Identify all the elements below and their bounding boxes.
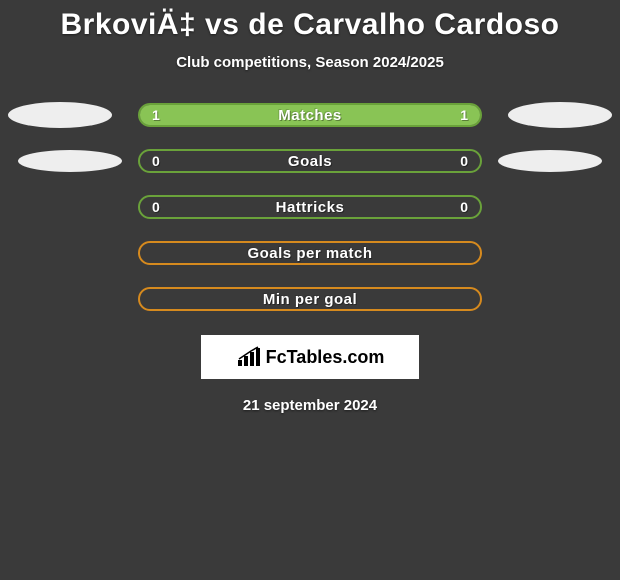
stat-rows: 1 Matches 1 0 Goals 0 0 Hattricks 0 Goal… [0,103,620,311]
stat-row-matches: 1 Matches 1 [0,103,620,127]
player-left-badge [18,150,122,172]
fctables-logo: FcTables.com [201,335,419,379]
stat-row-goals-per-match: Goals per match [0,241,620,265]
stat-bar: 1 Matches 1 [138,103,482,127]
player-right-badge [508,102,612,128]
stat-bar: 0 Hattricks 0 [138,195,482,219]
stat-value-left: 0 [152,153,160,169]
stat-bar: Goals per match [138,241,482,265]
player-right-badge [498,150,602,172]
stat-label: Min per goal [263,291,357,308]
stat-label: Hattricks [276,199,345,216]
page-subtitle: Club competitions, Season 2024/2025 [0,54,620,71]
stat-row-goals: 0 Goals 0 [0,149,620,173]
stat-value-left: 1 [152,107,160,123]
stat-bar: 0 Goals 0 [138,149,482,173]
stat-row-min-per-goal: Min per goal [0,287,620,311]
stat-bar: Min per goal [138,287,482,311]
stat-value-right: 1 [460,107,468,123]
stat-value-right: 0 [460,199,468,215]
chart-icon [236,346,262,368]
logo-text: FcTables.com [266,347,385,368]
stat-label: Goals [288,153,332,170]
player-left-badge [8,102,112,128]
stat-value-right: 0 [460,153,468,169]
stat-row-hattricks: 0 Hattricks 0 [0,195,620,219]
date-line: 21 september 2024 [0,397,620,414]
page-title: BrkoviÄ‡ vs de Carvalho Cardoso [0,0,620,42]
stat-value-left: 0 [152,199,160,215]
stat-label: Matches [278,107,342,124]
stat-label: Goals per match [247,245,372,262]
